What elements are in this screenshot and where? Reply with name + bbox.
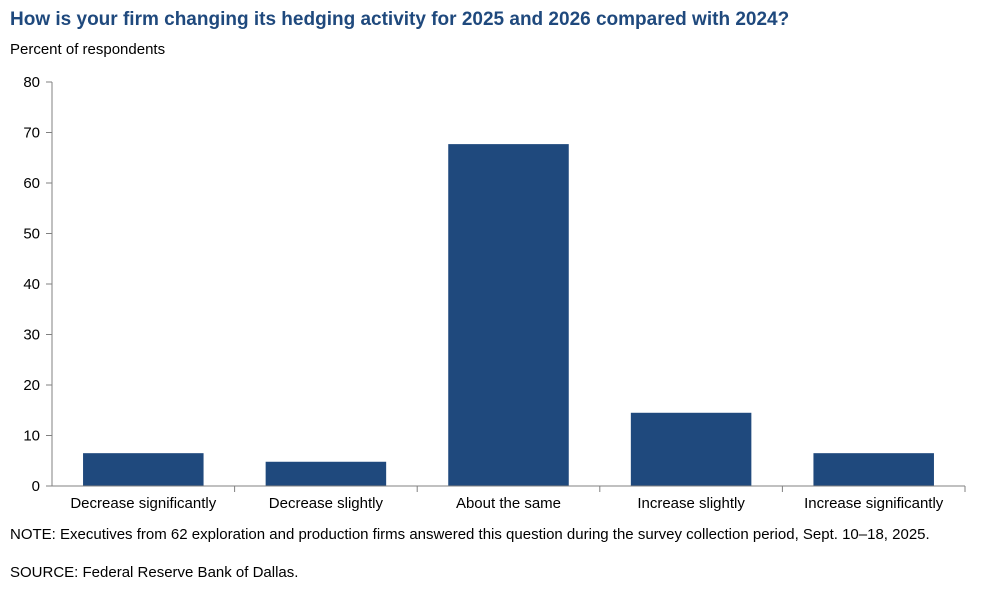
footnote-note: NOTE: Executives from 62 exploration and… <box>10 526 930 543</box>
footnote-source: SOURCE: Federal Reserve Bank of Dallas. <box>10 564 299 581</box>
bar <box>83 453 204 486</box>
y-tick-label: 30 <box>23 327 40 344</box>
x-tick-label: Increase slightly <box>637 495 745 512</box>
x-tick-label: Decrease slightly <box>269 495 384 512</box>
y-tick-label: 10 <box>23 428 40 445</box>
bar-chart: 0 10 20 30 40 50 60 70 80 Decrease significantly… <box>23 74 966 512</box>
x-tick-label: About the same <box>456 495 561 512</box>
y-tick-label: 40 <box>23 276 40 293</box>
bars <box>83 144 934 487</box>
bar <box>448 144 569 487</box>
x-axis-ticks: Decrease significantly Decrease slightly A… <box>70 486 966 512</box>
bar <box>813 453 934 486</box>
bar <box>630 412 752 486</box>
y-tick-label: 20 <box>23 377 40 394</box>
y-axis-ticks: 0 10 20 30 40 50 60 70 80 <box>23 74 52 495</box>
y-tick-label: 80 <box>23 74 40 91</box>
bar <box>265 461 387 486</box>
y-tick-label: 0 <box>32 478 40 495</box>
x-tick-label: Increase significantly <box>804 495 944 512</box>
chart-title: How is your firm changing its hedging ac… <box>10 9 790 30</box>
y-tick-label: 50 <box>23 226 40 243</box>
x-tick-label: Decrease significantly <box>70 495 216 512</box>
y-axis-label: Percent of respondents <box>10 41 166 58</box>
y-tick-label: 70 <box>23 125 40 142</box>
y-tick-label: 60 <box>23 175 40 192</box>
